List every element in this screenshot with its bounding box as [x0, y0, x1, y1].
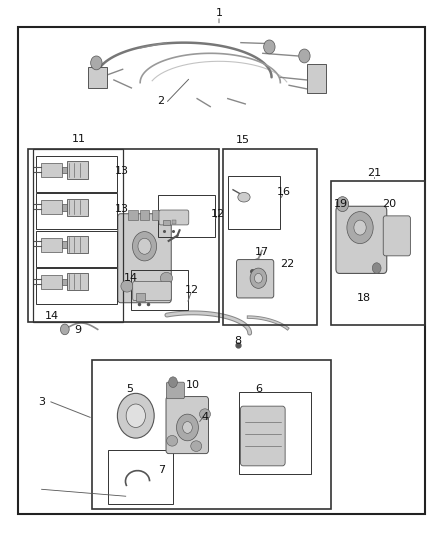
FancyBboxPatch shape	[383, 216, 410, 256]
Circle shape	[299, 49, 310, 63]
Ellipse shape	[166, 435, 178, 446]
Bar	[41, 163, 62, 177]
Text: 5: 5	[126, 384, 133, 394]
FancyBboxPatch shape	[166, 397, 208, 454]
Bar	[36, 193, 117, 229]
Text: 8: 8	[235, 336, 242, 346]
Text: 6: 6	[255, 384, 262, 394]
Ellipse shape	[347, 212, 373, 244]
Bar	[33, 149, 123, 322]
Ellipse shape	[250, 268, 267, 288]
Ellipse shape	[238, 192, 250, 202]
Bar	[307, 64, 326, 93]
Bar	[239, 392, 311, 474]
FancyBboxPatch shape	[336, 206, 387, 273]
Bar	[36, 268, 117, 304]
Bar	[41, 238, 62, 252]
Bar	[140, 210, 149, 220]
Ellipse shape	[254, 273, 262, 283]
Circle shape	[264, 40, 275, 54]
Bar	[228, 176, 280, 229]
Circle shape	[117, 393, 154, 438]
Circle shape	[336, 197, 349, 212]
Bar	[131, 270, 188, 310]
Text: 12: 12	[185, 286, 199, 295]
Bar	[67, 273, 88, 290]
Circle shape	[126, 404, 145, 427]
FancyBboxPatch shape	[166, 382, 184, 399]
Text: 19: 19	[334, 199, 348, 208]
Bar	[108, 450, 173, 504]
Bar	[152, 210, 161, 220]
Bar	[223, 149, 317, 325]
Text: 16: 16	[277, 187, 291, 197]
Text: 14: 14	[45, 311, 59, 320]
Circle shape	[91, 56, 102, 70]
Ellipse shape	[132, 231, 157, 261]
Bar	[41, 275, 62, 289]
Text: 13: 13	[115, 204, 129, 214]
Bar	[62, 204, 67, 211]
Circle shape	[372, 263, 381, 273]
Text: 9: 9	[74, 326, 81, 335]
Bar	[67, 236, 88, 253]
Ellipse shape	[121, 280, 133, 292]
Bar	[158, 195, 215, 237]
Text: 14: 14	[124, 273, 138, 283]
Bar	[36, 231, 117, 266]
Bar	[62, 167, 67, 173]
Ellipse shape	[134, 288, 146, 300]
Text: 3: 3	[38, 398, 45, 407]
FancyBboxPatch shape	[118, 214, 171, 303]
Ellipse shape	[354, 220, 366, 235]
Text: 10: 10	[186, 380, 200, 390]
Text: 4: 4	[201, 412, 208, 422]
Bar	[67, 161, 88, 179]
Bar	[28, 149, 219, 322]
Ellipse shape	[191, 441, 201, 451]
Text: 1: 1	[215, 9, 223, 18]
FancyBboxPatch shape	[133, 281, 171, 301]
Bar	[163, 220, 170, 225]
FancyBboxPatch shape	[159, 210, 189, 225]
Text: 18: 18	[357, 294, 371, 303]
Bar	[62, 241, 67, 248]
Text: 11: 11	[72, 134, 86, 143]
Circle shape	[60, 324, 69, 335]
Ellipse shape	[138, 238, 151, 254]
Text: 22: 22	[280, 259, 294, 269]
Text: 15: 15	[236, 135, 250, 144]
FancyBboxPatch shape	[240, 406, 285, 466]
Circle shape	[169, 377, 177, 387]
Ellipse shape	[183, 422, 192, 433]
Text: 17: 17	[255, 247, 269, 256]
Bar	[92, 360, 331, 509]
Bar	[88, 67, 107, 88]
Bar	[41, 200, 62, 214]
Text: 12: 12	[211, 209, 225, 219]
Bar	[36, 156, 117, 192]
FancyBboxPatch shape	[237, 260, 274, 298]
Ellipse shape	[160, 272, 173, 284]
Ellipse shape	[199, 409, 210, 419]
Bar	[128, 210, 138, 220]
Ellipse shape	[152, 283, 164, 295]
Bar	[172, 220, 176, 224]
Text: 20: 20	[382, 199, 396, 208]
Bar	[136, 293, 145, 301]
Bar	[62, 279, 67, 285]
Ellipse shape	[177, 414, 198, 441]
Text: 21: 21	[367, 168, 381, 178]
Bar	[67, 199, 88, 216]
Bar	[331, 181, 425, 325]
Text: 2: 2	[158, 96, 165, 106]
Text: 7: 7	[158, 465, 165, 475]
Text: 13: 13	[115, 166, 129, 175]
